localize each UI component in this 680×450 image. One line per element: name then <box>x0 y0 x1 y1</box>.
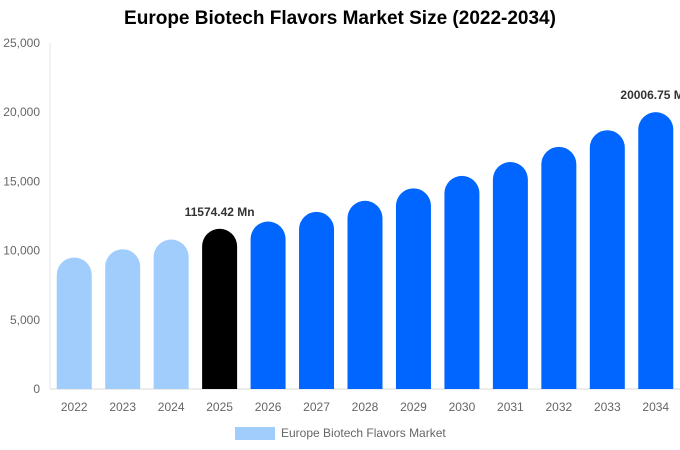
bar-2027 <box>299 211 335 389</box>
y-tick-label: 20,000 <box>3 105 40 119</box>
x-tick-label: 2033 <box>594 400 621 414</box>
x-tick-label: 2024 <box>158 400 185 414</box>
x-tick-label: 2025 <box>206 400 233 414</box>
bar-2033 <box>589 130 625 389</box>
data-label-2034: 20006.75 Mn <box>620 88 680 102</box>
bar-2030 <box>444 175 480 389</box>
legend-swatch <box>235 426 275 440</box>
bar-2028 <box>347 200 383 389</box>
bar-2022 <box>56 257 92 389</box>
y-tick-label: 25,000 <box>3 36 40 50</box>
x-tick-label: 2031 <box>497 400 524 414</box>
x-tick-label: 2029 <box>400 400 427 414</box>
x-tick-label: 2034 <box>642 400 669 414</box>
legend-label: Europe Biotech Flavors Market <box>281 426 446 440</box>
bar-2034 <box>638 112 674 390</box>
data-label-2025: 11574.42 Mn <box>185 205 255 219</box>
bar-2025 <box>202 228 238 389</box>
bar-2031 <box>492 162 528 389</box>
y-tick-label: 10,000 <box>3 244 40 258</box>
x-tick-label: 2030 <box>449 400 476 414</box>
y-tick-label: 15,000 <box>3 174 40 188</box>
x-tick-label: 2023 <box>109 400 136 414</box>
x-tick-label: 2032 <box>545 400 572 414</box>
bar-2032 <box>541 146 577 389</box>
x-tick-label: 2028 <box>352 400 379 414</box>
y-tick-label: 0 <box>33 382 40 396</box>
x-tick-label: 2026 <box>255 400 282 414</box>
bar-2029 <box>395 188 431 389</box>
legend[interactable]: Europe Biotech Flavors Market <box>235 426 446 440</box>
x-tick-label: 2027 <box>303 400 330 414</box>
bar-2024 <box>153 239 189 389</box>
bar-2023 <box>105 249 141 389</box>
chart-title: Europe Biotech Flavors Market Size (2022… <box>124 8 556 29</box>
bar-2026 <box>250 221 286 389</box>
x-tick-label: 2022 <box>61 400 88 414</box>
y-tick-label: 5,000 <box>10 313 40 327</box>
